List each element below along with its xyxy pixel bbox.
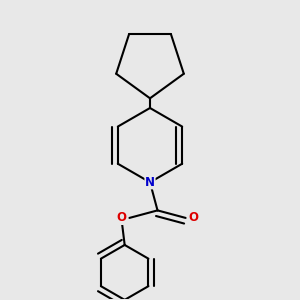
Text: O: O: [116, 212, 126, 224]
Text: N: N: [145, 176, 155, 189]
Text: O: O: [189, 212, 199, 224]
